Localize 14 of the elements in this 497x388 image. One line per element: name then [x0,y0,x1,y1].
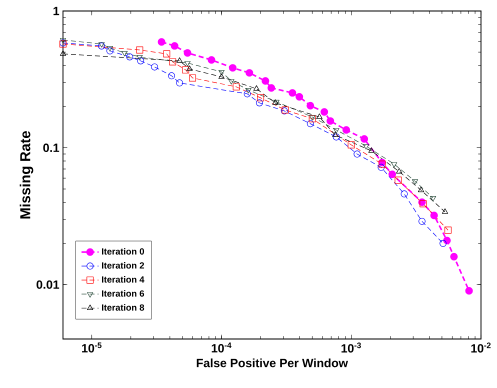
legend-label: Iteration 2 [102,262,144,269]
legend-label: Iteration 8 [102,304,144,311]
x-tick-label: 10$^{-4}$ [212,342,232,353]
x-tick-label: 10$^{-5}$ [82,342,102,353]
x-axis-title: False Positive Per Window [196,358,348,368]
y-tick-label: 1 [54,6,60,16]
y-tick-label: 0.01 [36,280,60,289]
legend-label: Iteration 4 [102,276,144,283]
y-axis-title: Missing Rate [20,131,34,218]
y-tick-label: 0.1 [43,144,60,152]
x-tick-label: 10$^{-3}$ [342,342,361,353]
legend-label: Iteration 0 [102,248,144,255]
legend-label: Iteration 6 [102,290,144,297]
x-tick-label: 10$^{-2}$ [471,342,491,353]
